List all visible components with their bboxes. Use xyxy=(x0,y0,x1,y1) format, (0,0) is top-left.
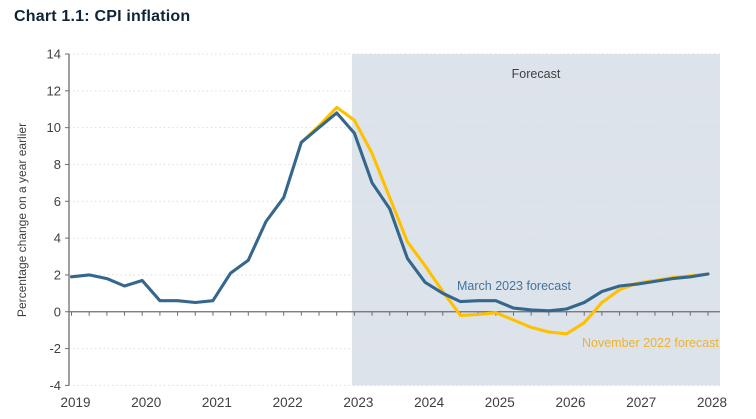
chart-title: Chart 1.1: CPI inflation xyxy=(14,8,191,25)
y-tick-label: 4 xyxy=(54,231,61,246)
november-label: November 2022 forecast xyxy=(582,336,719,350)
forecast-label: Forecast xyxy=(512,67,561,81)
y-tick-label: 8 xyxy=(54,157,61,172)
y-tick-label: 12 xyxy=(47,83,61,98)
x-tick-label: 2025 xyxy=(485,395,515,410)
x-tick-label: 2020 xyxy=(131,395,161,410)
x-tick-label: 2022 xyxy=(273,395,303,410)
x-tick-label: 2026 xyxy=(556,395,586,410)
x-tick-label: 2024 xyxy=(414,395,445,410)
x-tick-label: 2028 xyxy=(697,395,727,410)
y-tick-label: 10 xyxy=(47,120,61,135)
x-tick-label: 2027 xyxy=(626,395,656,410)
y-tick-label: 14 xyxy=(47,47,61,62)
x-tick-label: 2021 xyxy=(202,395,232,410)
y-tick-label: 0 xyxy=(54,304,61,319)
x-tick-label: 2019 xyxy=(60,395,90,410)
y-axis-title: Percentage change on a year earlier xyxy=(15,123,29,317)
y-tick-label: -2 xyxy=(49,341,61,356)
y-tick-label: 2 xyxy=(54,267,61,282)
x-tick-label: 2023 xyxy=(343,395,373,410)
y-tick-label: -4 xyxy=(49,378,61,393)
line-march-2023-forecast xyxy=(69,111,710,313)
march-label: March 2023 forecast xyxy=(457,279,571,293)
y-tick-label: 6 xyxy=(54,194,61,209)
